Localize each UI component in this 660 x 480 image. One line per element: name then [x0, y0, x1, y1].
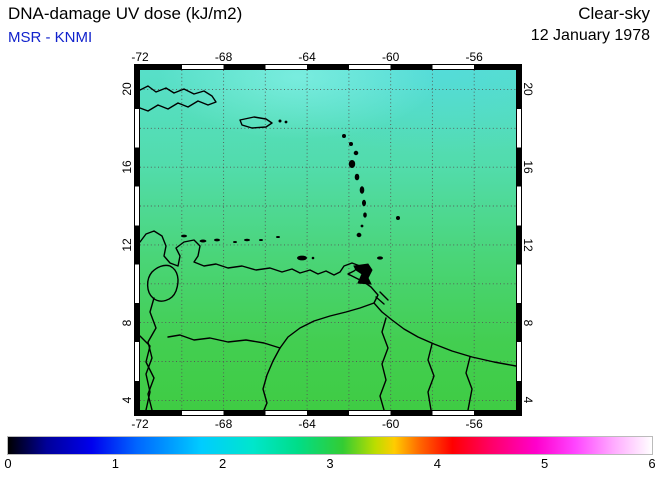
- date-label: 12 January 1978: [530, 27, 650, 44]
- colorbar-tick: 3: [326, 456, 334, 471]
- orinoco-delta-channels: [375, 291, 389, 305]
- lon-axis-top: -72 -68 -64 -60 -56: [131, 50, 516, 64]
- page-title: DNA-damage UV dose (kJ/m2): [8, 4, 243, 23]
- lat-tick: 12: [521, 238, 535, 252]
- lat-tick: 4: [120, 396, 134, 404]
- lat-tick: 20: [120, 82, 134, 96]
- lat-tick: 16: [521, 160, 535, 174]
- colorbar-tick: 5: [541, 456, 549, 471]
- map-overlay: [140, 70, 516, 410]
- lon-tick: -72: [131, 417, 149, 431]
- small-islands: [181, 119, 400, 261]
- lon-tick: -60: [382, 417, 400, 431]
- border-line: [140, 335, 155, 410]
- lon-tick: -64: [298, 417, 316, 431]
- lat-tick: 20: [521, 82, 535, 96]
- lat-tick: 8: [521, 319, 535, 327]
- lat-tick: 8: [120, 319, 134, 327]
- hispaniola-coast: [140, 85, 217, 112]
- lon-tick: -60: [382, 50, 400, 64]
- lon-tick: -56: [465, 50, 483, 64]
- frame-corner: [134, 410, 140, 416]
- colorbar-tick: 2: [219, 456, 227, 471]
- figure-subtitle: MSR - KNMI: [8, 29, 93, 46]
- colorbar-tick: 1: [111, 456, 119, 471]
- lon-tick: -56: [465, 417, 483, 431]
- graticule: [140, 70, 516, 410]
- frame-top: [139, 64, 517, 71]
- apure-river: [167, 334, 281, 349]
- frame-corner: [134, 64, 140, 70]
- sky-condition-label: Clear-sky: [578, 4, 650, 23]
- colorbar-tick: 4: [433, 456, 441, 471]
- coastlines: [140, 85, 516, 410]
- lat-tick: 16: [120, 160, 134, 174]
- colorbar-axis: 0 1 2 3 4 5 6: [4, 456, 656, 474]
- puerto-rico-coast: [239, 116, 273, 129]
- orinoco-river: [262, 302, 375, 410]
- frame-right: [515, 69, 522, 411]
- essequibo-river: [427, 343, 435, 410]
- courantyne-river: [465, 356, 473, 410]
- lake-maracaibo: [146, 264, 179, 302]
- lon-tick: -68: [214, 50, 233, 64]
- frame-corner: [516, 410, 522, 416]
- lon-tick: -64: [298, 50, 316, 64]
- colorbar-gradient: [7, 436, 653, 455]
- frame-bottom: [139, 409, 517, 416]
- lat-tick: 12: [120, 238, 134, 252]
- mainland-north-coast: [140, 230, 516, 367]
- lon-tick: -72: [131, 50, 149, 64]
- border-line: [379, 317, 389, 410]
- colorbar-tick: 0: [4, 456, 12, 471]
- frame-corner: [516, 64, 522, 70]
- map-plot-area: [139, 69, 517, 411]
- trinidad-island: [353, 263, 373, 285]
- colorbar-tick: 6: [648, 456, 656, 471]
- lat-tick: 4: [521, 396, 535, 404]
- lon-axis-bottom: -72 -68 -64 -60 -56: [131, 417, 516, 431]
- frame-left: [134, 69, 141, 411]
- lon-tick: -68: [214, 417, 233, 431]
